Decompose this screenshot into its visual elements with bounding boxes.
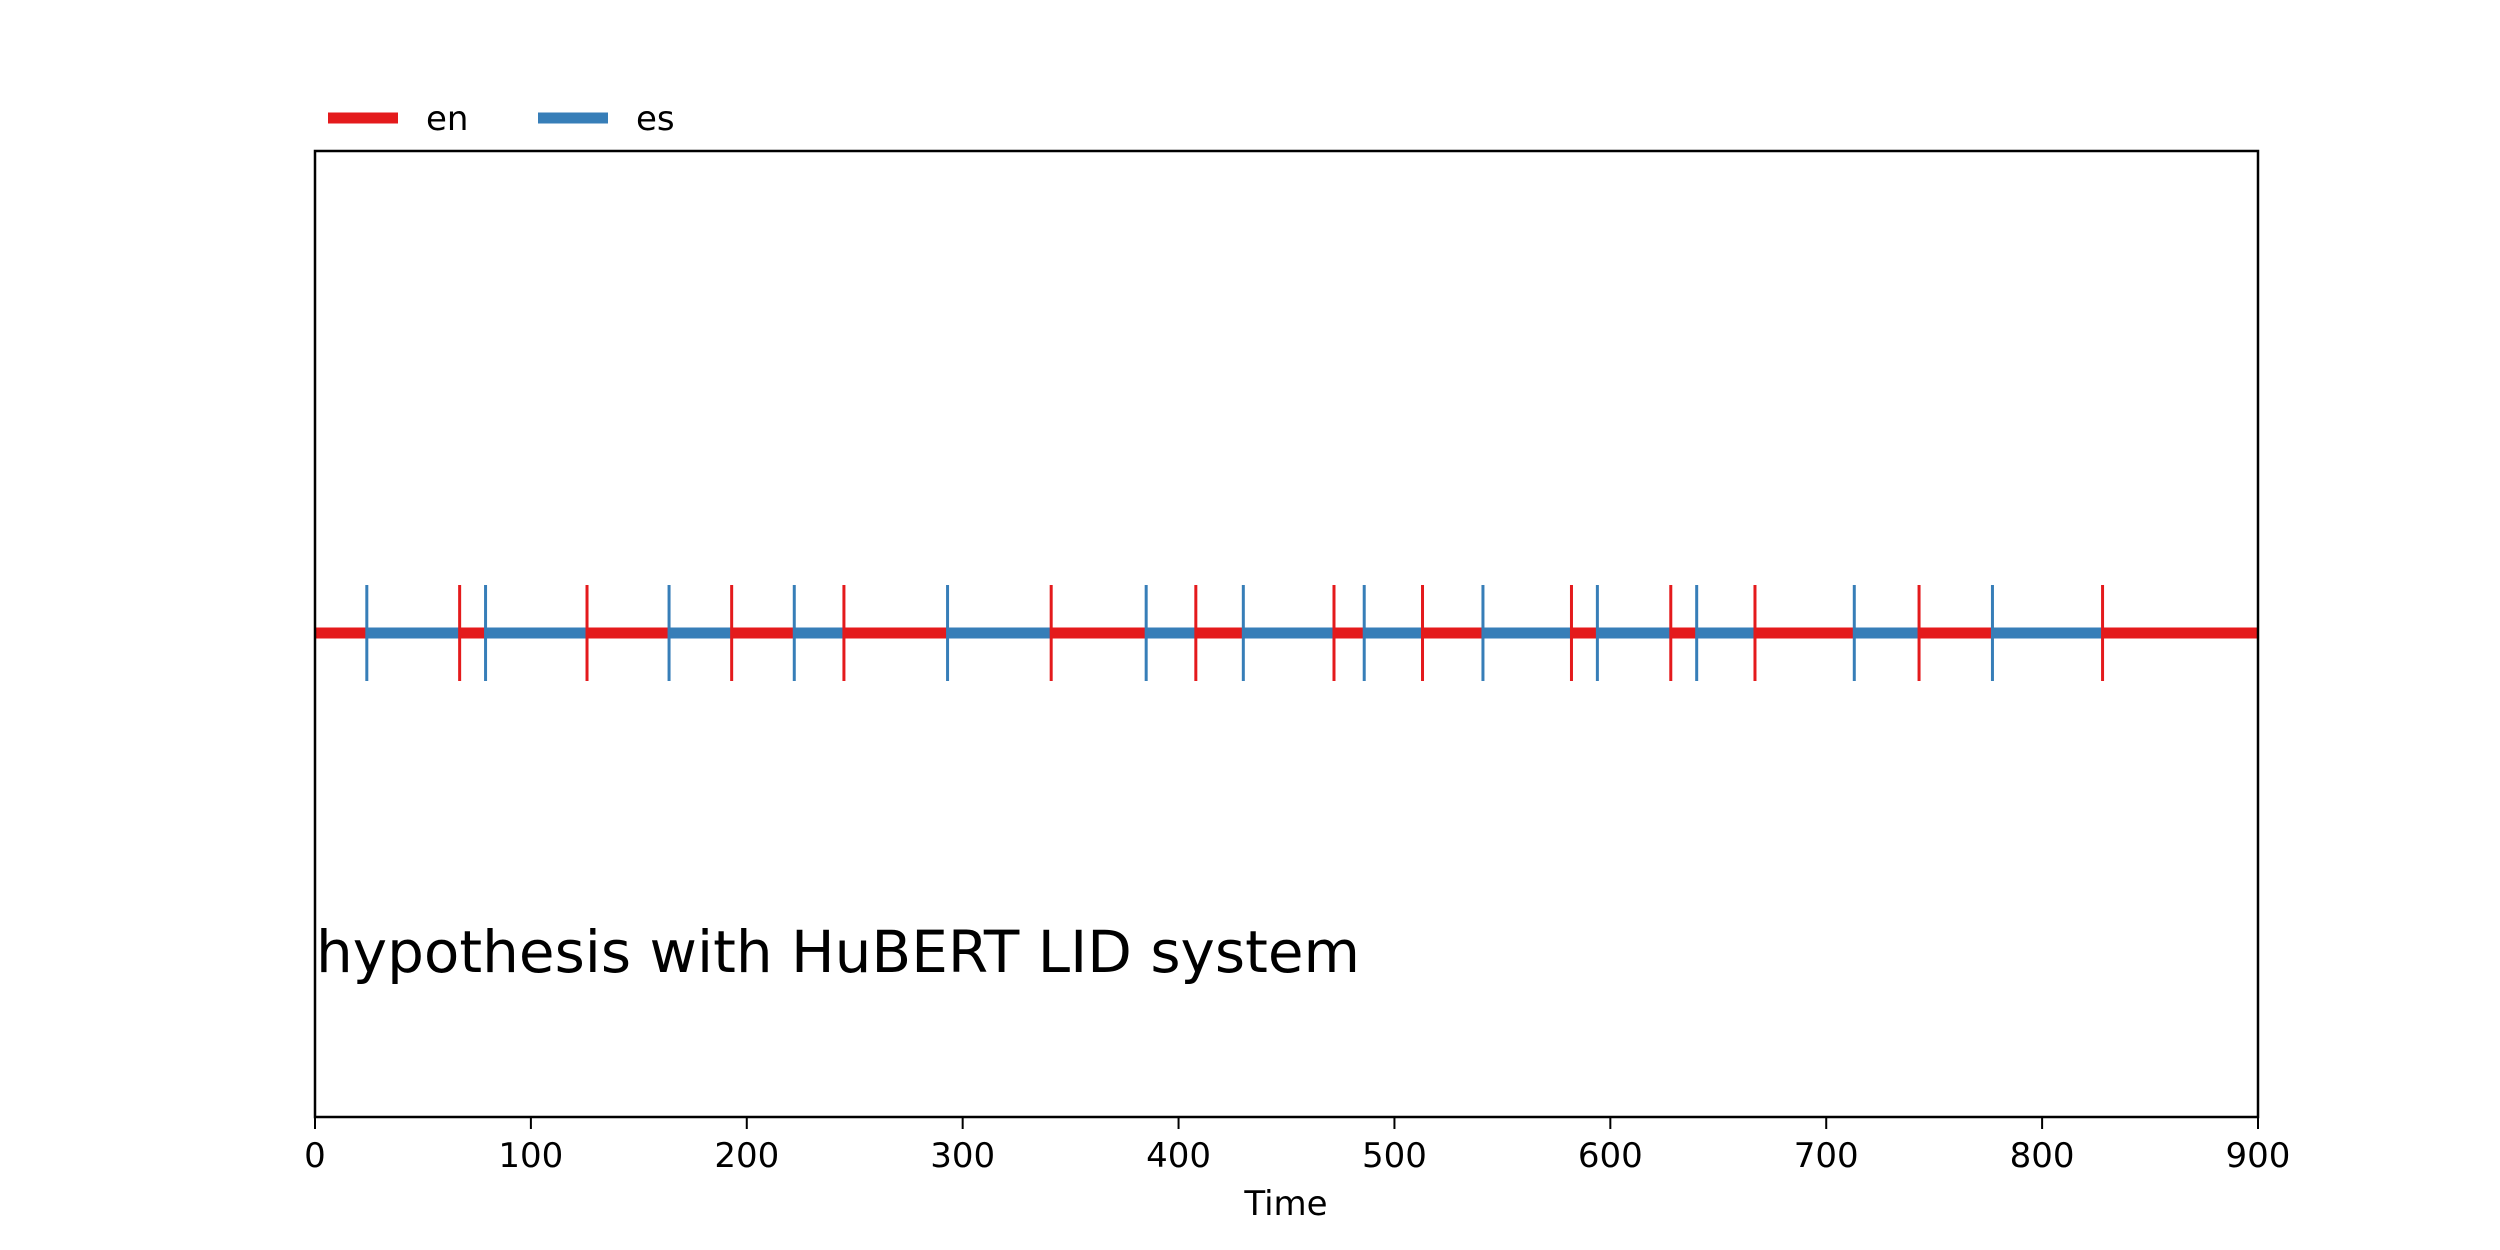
x-axis-label: Time: [1243, 1184, 1327, 1224]
boundaries-layer: [365, 585, 2105, 681]
chart-annotation: hypothesis with HuBERT LID system: [316, 918, 1360, 986]
legend: en es: [328, 99, 675, 139]
legend-label-en: en: [426, 99, 468, 139]
x-tick-label: 600: [1578, 1136, 1643, 1176]
x-tick-label: 700: [1794, 1136, 1859, 1176]
legend-label-es: es: [636, 99, 675, 139]
x-tick-label: 200: [714, 1136, 779, 1176]
x-tick-label: 300: [930, 1136, 995, 1176]
plot-frame: [313, 149, 2260, 1119]
x-tick-label: 100: [498, 1136, 563, 1176]
x-tick-label: 800: [2010, 1136, 2075, 1176]
x-tick-label: 400: [1146, 1136, 1211, 1176]
x-axis: 0 100 200 300 400 500 600 700 800 900: [304, 1117, 2290, 1176]
x-tick-label: 900: [2226, 1136, 2291, 1176]
x-tick-label: 500: [1362, 1136, 1427, 1176]
x-tick-label: 0: [304, 1136, 326, 1176]
